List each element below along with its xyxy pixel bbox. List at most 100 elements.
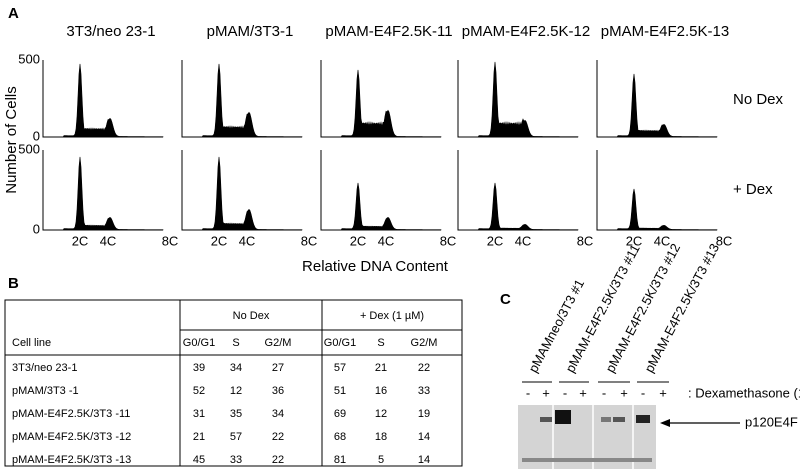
y-axis-label: Number of Cells xyxy=(3,86,20,194)
histogram xyxy=(597,188,718,231)
table-cell: 69 xyxy=(334,408,346,420)
header-cell: S xyxy=(377,337,384,349)
y-tick-label: 500 xyxy=(18,141,40,156)
x-tick-label: 4C xyxy=(654,233,671,248)
table-cell: 21 xyxy=(193,431,205,443)
sign: - xyxy=(641,385,645,400)
axis xyxy=(320,150,441,231)
row-label: No Dex xyxy=(733,91,784,108)
x-tick-label: 8C xyxy=(577,233,594,248)
table-cell: 81 xyxy=(334,454,346,466)
sign: - xyxy=(563,385,567,400)
lane-label: pMAM-E4F2.5K/3T3 #12 xyxy=(602,241,683,375)
row-label: pMAM-E4F2.5K/3T3 -11 xyxy=(12,408,130,420)
y-tick-label: 0 xyxy=(33,221,40,236)
table-cell: 18 xyxy=(375,431,387,443)
sign: + xyxy=(579,385,587,400)
column-title: pMAM-E4F2.5K-12 xyxy=(462,23,590,40)
table-cell: 21 xyxy=(375,362,387,374)
y-tick-label: 500 xyxy=(18,51,40,66)
panel-label: B xyxy=(8,275,19,292)
histogram xyxy=(182,156,303,231)
column-title: 3T3/neo 23-1 xyxy=(66,23,155,40)
x-tick-label: 2C xyxy=(487,233,504,248)
table-cell: 57 xyxy=(230,431,242,443)
band-label: p120E4F xyxy=(745,414,798,429)
column-title: pMAM-E4F2.5K-13 xyxy=(601,23,729,40)
table-cell: 22 xyxy=(272,431,284,443)
table-cell: 22 xyxy=(272,454,284,466)
x-tick-label: 8C xyxy=(162,233,179,248)
table-cell: 39 xyxy=(193,362,205,374)
lane-label: pMAM-E4F2.5K/3T3 #11 xyxy=(562,242,642,375)
histogram xyxy=(43,63,164,138)
table-cell: 12 xyxy=(375,408,387,420)
table-cell: 16 xyxy=(375,385,387,397)
sign: - xyxy=(526,385,530,400)
panel-label: C xyxy=(500,291,511,308)
row-label: pMAM/3T3 -1 xyxy=(12,385,79,397)
header-cell: + Dex (1 µM) xyxy=(360,310,424,322)
x-tick-label: 8C xyxy=(440,233,457,248)
table-cell: 14 xyxy=(418,454,430,466)
table-cell: 33 xyxy=(418,385,430,397)
x-tick-label: 2C xyxy=(211,233,228,248)
header-cell: No Dex xyxy=(233,310,270,322)
x-tick-label: 2C xyxy=(72,233,89,248)
header-cell: G0/G1 xyxy=(183,337,215,349)
table-cell: 35 xyxy=(230,408,242,420)
table-cell: 57 xyxy=(334,362,346,374)
x-tick-label: 4C xyxy=(100,233,117,248)
histogram xyxy=(43,156,164,231)
x-tick-label: 2C xyxy=(626,233,643,248)
header-cell: G0/G1 xyxy=(324,337,356,349)
histogram xyxy=(597,73,718,138)
header-cell: S xyxy=(232,337,239,349)
histogram xyxy=(182,63,303,138)
histogram xyxy=(321,69,442,138)
lane-label: pMAM-E4F2.5K/3T3 #13 xyxy=(641,241,722,375)
table-cell: 34 xyxy=(272,408,284,420)
panel-label: A xyxy=(8,5,19,22)
axis xyxy=(181,150,302,231)
row-label: 3T3/neo 23-1 xyxy=(12,362,77,374)
table-cell: 51 xyxy=(334,385,346,397)
row-label: pMAM-E4F2.5K/3T3 -13 xyxy=(12,454,131,466)
sign: - xyxy=(602,385,606,400)
row-label: pMAM-E4F2.5K/3T3 -12 xyxy=(12,431,131,443)
table-cell: 5 xyxy=(378,454,384,466)
x-tick-label: 4C xyxy=(515,233,532,248)
sign: + xyxy=(542,385,550,400)
x-tick-label: 2C xyxy=(350,233,367,248)
histogram xyxy=(458,61,579,138)
x-tick-label: 8C xyxy=(716,233,733,248)
y-tick-label: 0 xyxy=(33,128,40,143)
header-cell: G2/M xyxy=(265,337,292,349)
sign: + xyxy=(620,385,628,400)
table-cell: 12 xyxy=(230,385,242,397)
sign: + xyxy=(659,385,667,400)
row-label: + Dex xyxy=(733,181,773,198)
table-frame xyxy=(4,299,463,467)
histogram xyxy=(458,182,579,231)
table-cell: 27 xyxy=(272,362,284,374)
table-cell: 34 xyxy=(230,362,242,374)
table-cell: 68 xyxy=(334,431,346,443)
table-cell: 36 xyxy=(272,385,284,397)
axis xyxy=(42,60,163,138)
histogram xyxy=(321,182,442,231)
table-cell: 33 xyxy=(230,454,242,466)
x-axis-label: Relative DNA Content xyxy=(302,258,449,275)
table-cell: 45 xyxy=(193,454,205,466)
table-cell: 19 xyxy=(418,408,430,420)
axis xyxy=(457,150,578,231)
x-tick-label: 8C xyxy=(301,233,318,248)
table-cell: 22 xyxy=(418,362,430,374)
table-cell: 14 xyxy=(418,431,430,443)
axis xyxy=(596,60,717,138)
blot xyxy=(518,405,740,469)
column-title: pMAM-E4F2.5K-11 xyxy=(325,23,452,40)
table-cell: 31 xyxy=(193,408,205,420)
column-title: pMAM/3T3-1 xyxy=(207,23,294,40)
